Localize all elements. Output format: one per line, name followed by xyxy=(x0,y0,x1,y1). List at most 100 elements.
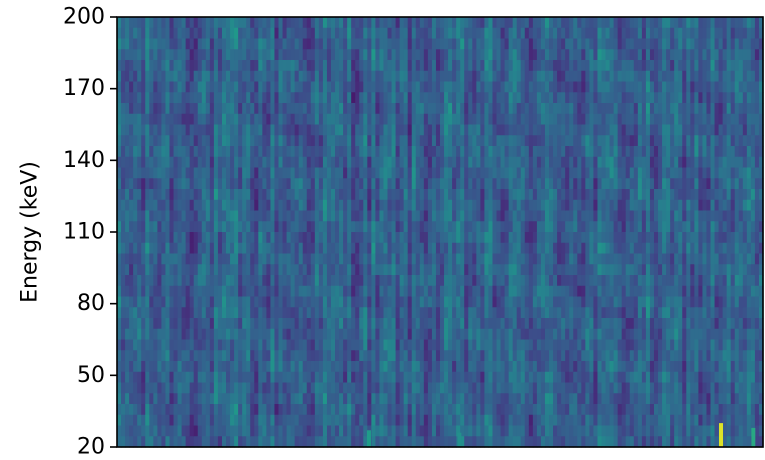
heatmap-cell xyxy=(440,361,445,373)
heatmap-cell xyxy=(193,199,199,212)
heatmap-cell xyxy=(314,350,320,362)
heatmap-cell xyxy=(302,393,308,405)
heatmap-cell xyxy=(173,167,179,179)
heatmap-cell xyxy=(234,49,239,61)
heatmap-cell xyxy=(141,49,146,61)
heatmap-cell xyxy=(330,296,336,308)
heatmap-cell xyxy=(391,404,397,416)
heatmap-cell xyxy=(282,38,288,50)
heatmap-cell xyxy=(266,210,272,222)
heatmap-cell xyxy=(460,103,465,115)
heatmap-cell xyxy=(351,92,356,104)
heatmap-cell xyxy=(524,81,530,93)
heatmap-cell xyxy=(355,92,360,104)
heatmap-cell xyxy=(242,253,247,265)
heatmap-cell xyxy=(565,404,570,416)
heatmap-cell xyxy=(496,113,502,126)
heatmap-cell xyxy=(230,113,235,126)
heatmap-cell xyxy=(464,436,469,448)
heatmap-cell xyxy=(391,135,397,147)
heatmap-cell xyxy=(209,253,215,265)
heatmap-cell xyxy=(230,414,235,427)
heatmap-cell xyxy=(254,135,259,147)
heatmap-cell xyxy=(117,296,122,308)
heatmap-cell xyxy=(452,318,457,330)
heatmap-cell xyxy=(391,382,397,394)
heatmap-cell xyxy=(371,328,376,341)
heatmap-cell xyxy=(339,199,344,212)
heatmap-cell xyxy=(242,27,247,40)
heatmap-cell xyxy=(217,135,223,147)
heatmap-cell xyxy=(557,135,562,147)
heatmap-cell xyxy=(318,285,324,298)
heatmap-cell xyxy=(500,38,506,50)
heatmap-cell xyxy=(306,103,312,115)
heatmap-cell xyxy=(310,49,316,61)
heatmap-cell xyxy=(540,189,546,201)
heatmap-cell xyxy=(290,232,296,244)
heatmap-cell xyxy=(601,285,607,298)
heatmap-cell xyxy=(274,253,280,265)
heatmap-cell xyxy=(161,221,167,233)
heatmap-cell xyxy=(375,318,381,330)
heatmap-cell xyxy=(173,425,179,437)
heatmap-cell xyxy=(298,436,304,448)
heatmap-cell xyxy=(419,275,425,287)
heatmap-cell xyxy=(468,221,473,233)
heatmap-cell xyxy=(472,382,477,394)
heatmap-cell xyxy=(250,393,255,405)
heatmap-cell xyxy=(234,285,239,298)
heatmap-cell xyxy=(492,404,498,416)
heatmap-cell xyxy=(536,371,542,384)
heatmap-cell xyxy=(258,264,263,276)
heatmap-cell xyxy=(411,361,417,373)
heatmap-cell xyxy=(230,38,235,50)
heatmap-cell xyxy=(310,38,316,50)
heatmap-cell xyxy=(585,27,590,40)
heatmap-cell xyxy=(262,285,267,298)
heatmap-cell xyxy=(605,404,611,416)
heatmap-cell xyxy=(476,146,481,158)
heatmap-cell xyxy=(387,167,393,179)
heatmap-cell xyxy=(561,339,566,351)
heatmap-cell xyxy=(577,92,582,104)
heatmap-cell xyxy=(585,232,590,244)
heatmap-cell xyxy=(117,307,122,319)
heatmap-cell xyxy=(270,17,276,29)
heatmap-cell xyxy=(322,393,328,405)
heatmap-cell xyxy=(141,210,146,222)
heatmap-cell xyxy=(254,285,259,298)
heatmap-cell xyxy=(415,393,421,405)
heatmap-cell xyxy=(431,70,437,83)
heatmap-cell xyxy=(387,382,393,394)
heatmap-cell xyxy=(217,81,223,93)
heatmap-cell xyxy=(149,189,154,201)
heatmap-cell xyxy=(569,124,574,136)
heatmap-cell xyxy=(177,350,183,362)
heatmap-cell xyxy=(286,404,292,416)
heatmap-cell xyxy=(516,81,522,93)
heatmap-cell xyxy=(230,232,235,244)
heatmap-cell xyxy=(351,210,356,222)
heatmap-cell xyxy=(557,70,562,83)
heatmap-cell xyxy=(169,382,175,394)
heatmap-cell xyxy=(133,38,138,50)
heatmap-cell xyxy=(492,135,498,147)
heatmap-cell xyxy=(121,49,126,61)
heatmap-cell xyxy=(383,38,389,50)
heatmap-cell xyxy=(383,296,389,308)
heatmap-cell xyxy=(411,189,417,201)
heatmap-cell xyxy=(157,414,163,427)
heatmap-cell xyxy=(234,318,239,330)
heatmap-cell xyxy=(464,350,469,362)
heatmap-cell xyxy=(589,103,595,115)
heatmap-cell xyxy=(278,232,284,244)
heatmap-cell xyxy=(205,275,211,287)
heatmap-cell xyxy=(339,92,344,104)
heatmap-cell xyxy=(456,189,461,201)
heatmap-cell xyxy=(452,253,457,265)
heatmap-cell xyxy=(427,60,433,72)
heatmap-cell xyxy=(512,318,518,330)
heatmap-cell xyxy=(609,232,615,244)
heatmap-cell xyxy=(423,221,429,233)
